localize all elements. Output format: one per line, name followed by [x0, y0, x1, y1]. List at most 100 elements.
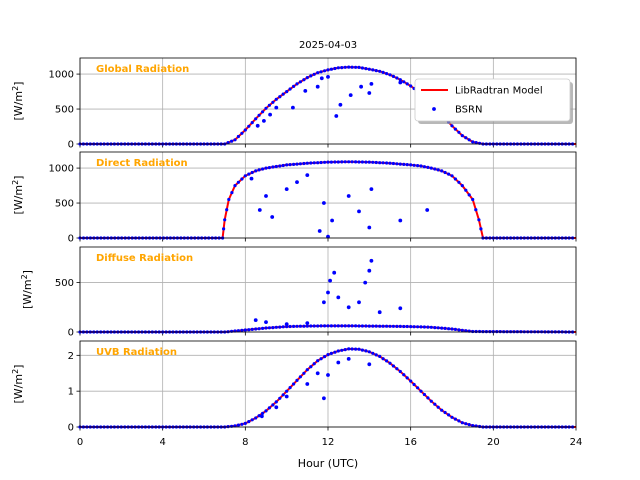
bsrn-point: [405, 82, 409, 86]
bsrn-point: [303, 89, 308, 93]
bsrn-point: [257, 414, 261, 418]
bsrn-point: [347, 160, 351, 164]
bsrn-point: [436, 405, 440, 409]
bsrn-point: [381, 70, 385, 74]
bsrn-point: [247, 420, 251, 424]
x-axis: 0 4 8 12 16 20 24: [77, 437, 583, 448]
bsrn-point: [378, 161, 382, 165]
bsrn-point: [291, 105, 295, 110]
bsrn-point: [371, 160, 375, 164]
bsrn-point: [326, 68, 330, 72]
bsrn-point: [284, 187, 289, 192]
bsrn-point: [315, 371, 320, 376]
bsrn-point: [298, 375, 302, 379]
bsrn-point: [398, 78, 402, 82]
bsrn-point: [354, 65, 358, 69]
bsrn-point: [346, 357, 351, 361]
bsrn-point: [317, 229, 322, 233]
bsrn-point: [409, 379, 413, 383]
bsrn-point: [292, 382, 296, 386]
bsrn-point: [391, 324, 395, 328]
bsrn-point: [326, 353, 330, 357]
bsrn-point: [323, 160, 327, 164]
bsrn-point: [233, 184, 237, 188]
bsrn-point: [388, 161, 392, 165]
bsrn-point: [425, 208, 430, 212]
bsrn-point: [378, 69, 382, 73]
bsrn-point: [284, 394, 289, 399]
bsrn-point: [274, 97, 278, 101]
bsrn-point: [254, 416, 258, 420]
bsrn-point: [350, 160, 354, 164]
y-tick-label: 1000: [49, 70, 74, 81]
bsrn-point: [236, 134, 240, 139]
bsrn-point: [302, 161, 306, 166]
bsrn-point: [453, 177, 457, 181]
bsrn-point: [305, 76, 309, 80]
bsrn-point: [388, 361, 392, 365]
bsrn-point: [257, 327, 261, 331]
bsrn-point: [295, 162, 299, 166]
bsrn-point: [312, 161, 316, 165]
y-tick-label: 500: [55, 278, 74, 289]
bsrn-point: [326, 324, 330, 328]
bsrn-point: [330, 218, 334, 223]
bsrn-point: [267, 103, 271, 107]
bsrn-point: [271, 403, 275, 407]
bsrn-point: [385, 359, 389, 363]
bsrn-point: [268, 112, 272, 117]
bsrn-point: [347, 65, 351, 69]
chart-panels: 0 500 1000 Global Radiation [W/m2] 0 500 1000 Di…: [11, 57, 577, 434]
bsrn-point: [360, 324, 364, 328]
bsrn-point: [429, 325, 433, 329]
bsrn-point: [369, 82, 374, 86]
bsrn-point: [285, 389, 289, 393]
legend-label-model: LibRadtran Model: [455, 86, 543, 97]
bsrn-point: [350, 324, 354, 328]
bsrn-point: [398, 162, 402, 166]
bsrn-point: [316, 324, 320, 328]
bsrn-point: [267, 406, 271, 410]
bsrn-point: [436, 168, 440, 172]
bsrn-point: [371, 324, 375, 328]
x-tick-label: 20: [487, 437, 500, 448]
bsrn-point: [348, 93, 353, 97]
bsrn-point: [298, 162, 302, 166]
bsrn-point: [227, 197, 231, 202]
bsrn-point: [377, 310, 382, 315]
bsrn-point: [346, 194, 351, 198]
bsrn-point: [298, 80, 302, 84]
bsrn-point: [316, 359, 320, 363]
bsrn-point: [302, 324, 306, 328]
bsrn-point: [305, 161, 309, 165]
bsrn-point: [271, 165, 275, 169]
bsrn-point: [443, 326, 447, 330]
bsrn-point: [460, 134, 464, 138]
bsrn-point: [398, 324, 402, 328]
bsrn-point: [264, 166, 268, 170]
bsrn-point: [369, 187, 374, 192]
bsrn-point: [340, 160, 344, 164]
bsrn-point: [364, 349, 368, 353]
bsrn-point: [395, 324, 399, 328]
bsrn-point: [323, 324, 327, 328]
bsrn-point: [450, 124, 454, 128]
bsrn-point: [460, 421, 464, 425]
bsrn-point: [402, 373, 406, 377]
bsrn-point: [264, 194, 268, 198]
bsrn-point: [474, 141, 478, 145]
bsrn-point: [471, 424, 475, 428]
y-tick-label: 0: [68, 328, 74, 339]
bsrn-point: [385, 161, 389, 165]
bsrn-point: [305, 382, 310, 386]
bsrn-point: [471, 140, 475, 144]
bsrn-point: [328, 278, 332, 283]
bsrn-point: [450, 327, 454, 331]
series-points-bsrn: [78, 258, 575, 334]
bsrn-point: [274, 400, 278, 404]
legend-label-bsrn: BSRN: [455, 105, 482, 116]
bsrn-point: [478, 329, 482, 334]
bsrn-point: [402, 162, 406, 166]
bsrn-point: [302, 78, 306, 82]
bsrn-point: [398, 80, 403, 85]
